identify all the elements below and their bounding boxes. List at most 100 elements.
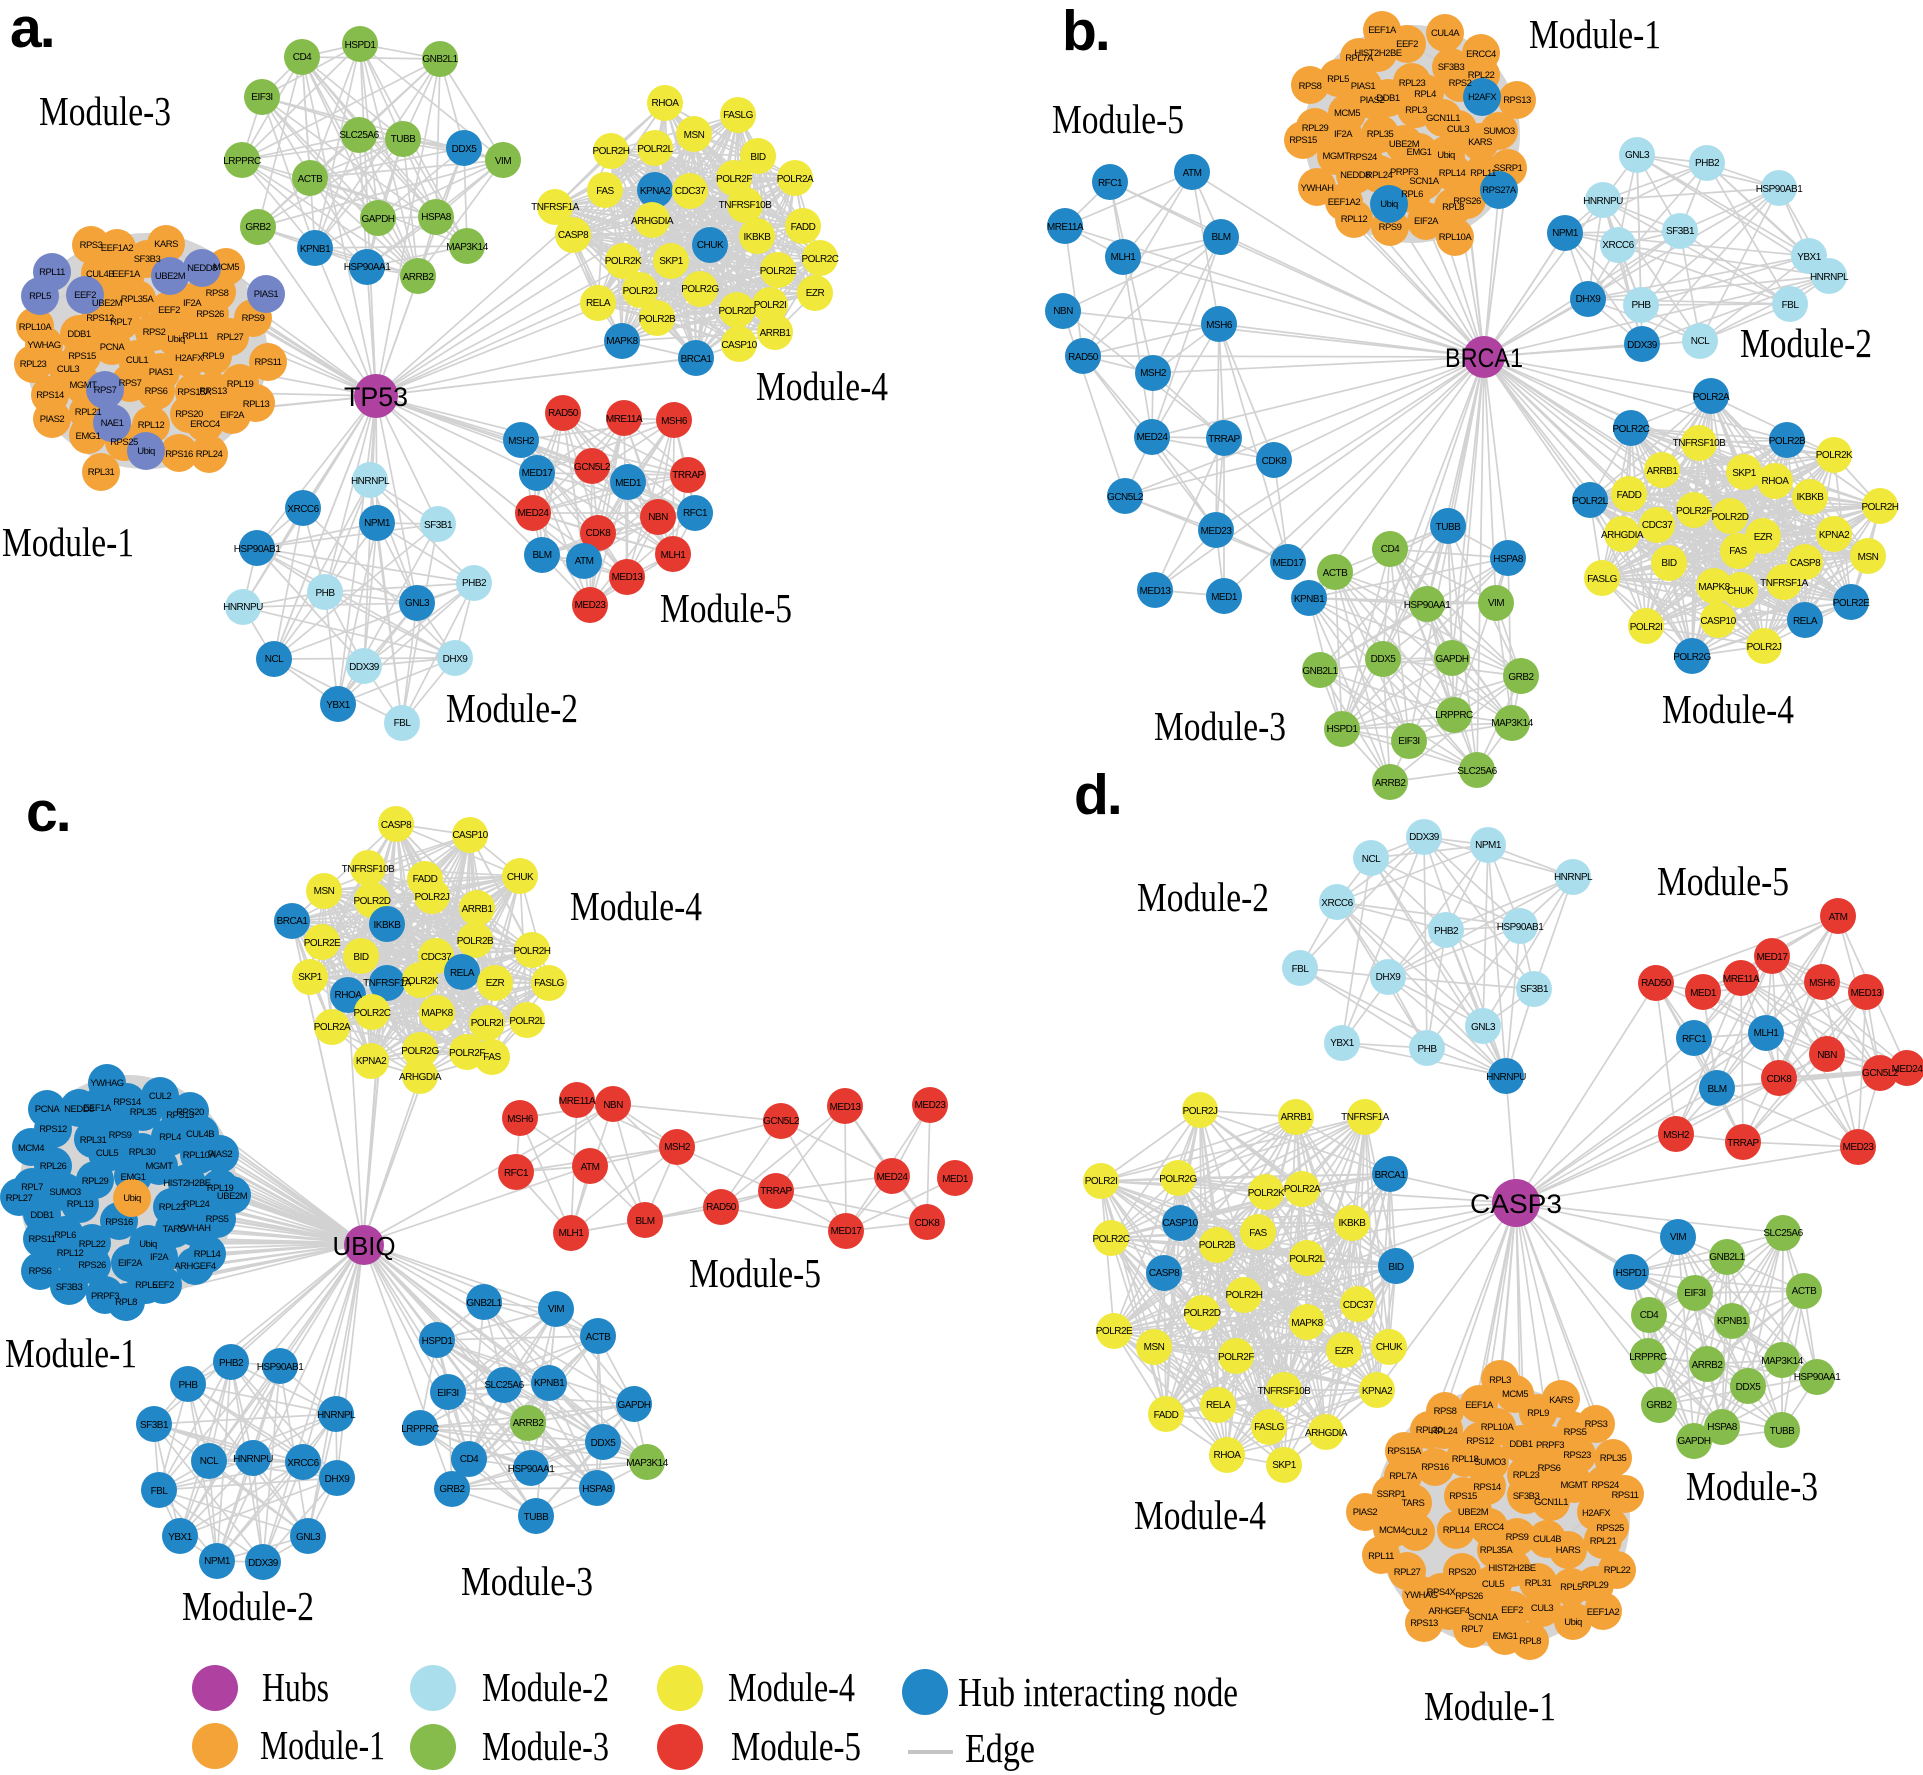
svg-text:FAS: FAS — [1249, 1228, 1267, 1239]
svg-text:Ubiq: Ubiq — [1380, 199, 1398, 210]
svg-text:RPL5: RPL5 — [1560, 1582, 1582, 1593]
svg-text:RPL27: RPL27 — [6, 1193, 33, 1204]
svg-text:SLC25A6: SLC25A6 — [339, 130, 379, 141]
svg-text:CUL4A: CUL4A — [1431, 28, 1460, 39]
svg-text:Module-5: Module-5 — [689, 1250, 821, 1296]
svg-text:GAPDH: GAPDH — [361, 214, 394, 225]
svg-text:DHX9: DHX9 — [1376, 972, 1402, 983]
svg-text:FADD: FADD — [1154, 1410, 1179, 1421]
svg-text:RPS7: RPS7 — [119, 378, 142, 389]
svg-text:EZR: EZR — [486, 978, 505, 989]
svg-text:GNL3: GNL3 — [1471, 1022, 1496, 1033]
svg-text:BRCA1: BRCA1 — [1445, 343, 1523, 373]
svg-text:POLR2B: POLR2B — [1769, 436, 1806, 447]
svg-text:HARS: HARS — [1556, 1545, 1581, 1556]
svg-text:RPS24: RPS24 — [1349, 152, 1377, 163]
svg-text:CHUK: CHUK — [1376, 1342, 1403, 1353]
svg-text:RPS24: RPS24 — [1591, 1480, 1619, 1491]
svg-text:POLR2C: POLR2C — [1612, 424, 1649, 435]
svg-text:Module-2: Module-2 — [1137, 874, 1269, 920]
svg-text:RPL21: RPL21 — [75, 407, 102, 418]
svg-text:RPS13: RPS13 — [166, 1110, 194, 1121]
svg-text:POLR2H: POLR2H — [1225, 1290, 1262, 1301]
svg-text:DDX5: DDX5 — [1371, 654, 1397, 665]
svg-text:MCM5: MCM5 — [1502, 1389, 1528, 1400]
svg-text:SSRP1: SSRP1 — [1377, 1489, 1406, 1500]
svg-text:RPS26: RPS26 — [78, 1260, 106, 1271]
svg-text:HSP90AA1: HSP90AA1 — [1404, 600, 1452, 611]
svg-text:MED23: MED23 — [1843, 1142, 1875, 1153]
svg-text:GRB2: GRB2 — [1646, 1400, 1672, 1411]
svg-text:RPL24: RPL24 — [196, 449, 223, 460]
svg-text:RELA: RELA — [1206, 1400, 1231, 1411]
svg-text:RPS27A: RPS27A — [1482, 185, 1517, 196]
svg-text:SUMO3: SUMO3 — [49, 1187, 81, 1198]
svg-text:MED23: MED23 — [1201, 526, 1233, 537]
svg-text:EEF2: EEF2 — [158, 305, 180, 316]
svg-text:Module-1: Module-1 — [260, 1722, 385, 1768]
svg-text:POLR2J: POLR2J — [1747, 642, 1782, 653]
svg-text:RPS2: RPS2 — [1449, 78, 1472, 89]
svg-text:POLR2I: POLR2I — [1630, 622, 1663, 633]
svg-text:RPS25: RPS25 — [1596, 1523, 1624, 1534]
svg-text:ATM: ATM — [581, 1162, 600, 1173]
svg-text:Ubiq: Ubiq — [1564, 1617, 1582, 1628]
svg-text:RPL14: RPL14 — [194, 1249, 221, 1260]
svg-text:EMG1: EMG1 — [1493, 1631, 1518, 1642]
svg-text:PHB: PHB — [315, 588, 335, 599]
svg-text:UBIQ: UBIQ — [333, 1231, 396, 1261]
svg-text:RPS11: RPS11 — [29, 1234, 56, 1245]
svg-text:MRE11A: MRE11A — [559, 1096, 596, 1107]
svg-text:VIM: VIM — [548, 1304, 564, 1315]
svg-text:MRE11A: MRE11A — [1047, 222, 1084, 233]
svg-text:PHB2: PHB2 — [219, 1358, 244, 1369]
svg-text:MSN: MSN — [1858, 552, 1879, 563]
svg-text:MAPK8: MAPK8 — [1291, 1318, 1323, 1329]
svg-text:CD4: CD4 — [293, 52, 312, 63]
svg-text:EZR: EZR — [1335, 1346, 1354, 1357]
svg-text:RPS15A: RPS15A — [1387, 1446, 1422, 1457]
svg-text:CASP8: CASP8 — [1149, 1268, 1180, 1279]
svg-text:POLR2J: POLR2J — [1183, 1106, 1218, 1117]
svg-text:ARRB2: ARRB2 — [1692, 1360, 1724, 1371]
svg-text:RPS25: RPS25 — [110, 437, 138, 448]
svg-text:BLM: BLM — [532, 550, 551, 561]
svg-text:Hub interacting node: Hub interacting node — [958, 1669, 1238, 1715]
svg-text:RPS9: RPS9 — [242, 313, 265, 324]
svg-text:POLR2K: POLR2K — [1816, 450, 1853, 461]
svg-text:RFC1: RFC1 — [683, 508, 708, 519]
svg-text:RPL7A: RPL7A — [1389, 1471, 1418, 1482]
svg-text:EEF1A: EEF1A — [83, 1103, 112, 1114]
svg-text:MCM4: MCM4 — [1379, 1525, 1405, 1536]
svg-text:TNFRSF1A: TNFRSF1A — [1760, 578, 1809, 589]
svg-text:RPL11: RPL11 — [182, 331, 208, 342]
svg-text:LRPPRC: LRPPRC — [401, 1424, 439, 1435]
svg-text:XRCC6: XRCC6 — [287, 1458, 319, 1469]
svg-text:EMG1: EMG1 — [121, 1172, 146, 1183]
svg-text:YWHAG: YWHAG — [27, 340, 61, 351]
svg-text:BLM: BLM — [1211, 232, 1230, 243]
svg-text:PCNA: PCNA — [100, 342, 126, 353]
svg-text:VIM: VIM — [1488, 598, 1504, 609]
svg-text:PRPF3: PRPF3 — [1390, 167, 1418, 178]
svg-text:ARHGEF4: ARHGEF4 — [174, 1261, 216, 1272]
svg-text:RPL30: RPL30 — [129, 1147, 156, 1158]
svg-text:POLR2I: POLR2I — [1085, 1176, 1118, 1187]
svg-text:RPL24: RPL24 — [1431, 1426, 1458, 1437]
svg-text:MRE11A: MRE11A — [1723, 974, 1760, 985]
svg-text:SCN1A: SCN1A — [1468, 1612, 1498, 1623]
svg-text:ARRB1: ARRB1 — [1281, 1112, 1313, 1123]
svg-text:RPL7: RPL7 — [21, 1182, 43, 1193]
svg-text:VIM: VIM — [495, 156, 511, 167]
svg-text:Module-4: Module-4 — [728, 1664, 855, 1710]
svg-text:POLR2I: POLR2I — [471, 1018, 504, 1029]
svg-text:TUBB: TUBB — [391, 134, 417, 145]
svg-text:MLH1: MLH1 — [661, 550, 687, 561]
svg-text:SLC25A6: SLC25A6 — [1763, 1228, 1803, 1239]
svg-text:MSH2: MSH2 — [1140, 368, 1167, 379]
svg-text:POLR2E: POLR2E — [1833, 598, 1870, 609]
svg-text:RPL18: RPL18 — [1452, 1454, 1479, 1465]
svg-text:TARS: TARS — [163, 1224, 186, 1235]
svg-text:KPNB1: KPNB1 — [534, 1378, 565, 1389]
svg-text:RPL35A: RPL35A — [121, 294, 155, 305]
